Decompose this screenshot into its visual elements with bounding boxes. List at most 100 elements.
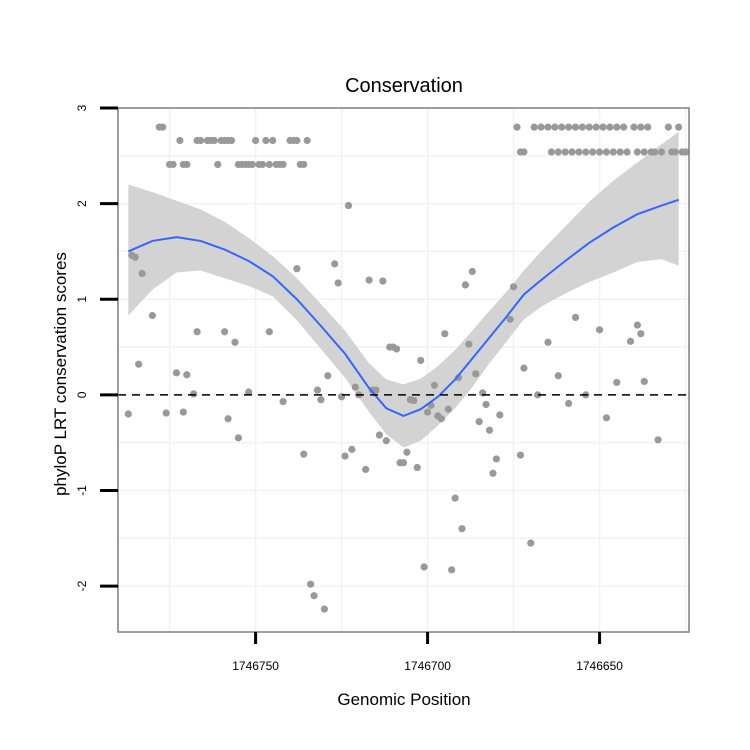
data-point — [468, 267, 476, 276]
data-point — [530, 123, 538, 131]
data-point — [675, 123, 683, 131]
x-tick-label: 1746650 — [576, 659, 623, 673]
data-point — [227, 136, 236, 145]
data-point — [231, 338, 239, 346]
data-point — [509, 283, 518, 291]
y-axis-title: phyloP LRT conservation scores — [51, 252, 70, 496]
data-point — [609, 148, 617, 156]
data-point — [568, 148, 576, 156]
data-point — [623, 148, 631, 156]
data-point — [334, 279, 342, 287]
data-point — [262, 136, 270, 145]
data-point — [351, 383, 359, 391]
data-point — [420, 563, 428, 571]
data-point — [341, 452, 349, 460]
data-point — [393, 345, 401, 353]
data-point — [520, 148, 528, 156]
y-axis-ticks: -2 -1 0 1 2 3 — [75, 104, 118, 591]
data-point — [293, 136, 301, 145]
data-point — [196, 136, 205, 145]
data-point — [633, 321, 642, 329]
data-point — [279, 397, 287, 406]
data-point — [441, 330, 449, 338]
data-point — [210, 136, 218, 145]
data-point — [458, 525, 466, 533]
data-point — [403, 448, 411, 456]
data-point — [589, 148, 597, 156]
data-point — [606, 123, 614, 131]
x-axis-title: Genomic Position — [337, 690, 470, 709]
data-point — [613, 378, 621, 387]
data-point — [193, 328, 201, 336]
data-point — [124, 410, 132, 418]
data-point — [654, 436, 662, 444]
data-point — [234, 434, 242, 442]
data-point — [637, 123, 645, 131]
data-point — [324, 372, 332, 380]
data-point — [575, 148, 583, 156]
data-point — [585, 123, 593, 131]
data-point — [485, 426, 494, 434]
data-point — [602, 148, 611, 156]
data-point — [183, 160, 191, 169]
data-point — [534, 391, 542, 399]
data-point — [613, 123, 621, 131]
y-tick-label: 1 — [75, 296, 89, 303]
data-point — [620, 123, 628, 131]
data-point — [561, 148, 569, 156]
data-point — [558, 123, 566, 131]
data-point — [444, 405, 452, 413]
data-point — [221, 328, 229, 336]
data-point — [681, 148, 690, 156]
data-point — [657, 148, 666, 156]
data-point — [616, 148, 624, 156]
points-layer — [124, 123, 690, 613]
data-point — [348, 445, 356, 453]
data-point — [565, 399, 573, 408]
data-point — [183, 371, 191, 379]
data-point — [448, 566, 456, 574]
data-point — [496, 411, 504, 419]
data-point — [293, 265, 301, 273]
data-point — [224, 415, 232, 423]
data-point — [344, 201, 353, 210]
data-point — [169, 160, 177, 169]
data-point — [640, 377, 648, 386]
data-point — [554, 372, 562, 380]
y-tick-label: 0 — [75, 391, 89, 398]
data-point — [430, 381, 439, 389]
data-point — [362, 465, 370, 474]
data-point — [578, 123, 586, 131]
data-point — [303, 136, 311, 145]
data-point — [544, 338, 552, 346]
y-tick-label: -1 — [75, 485, 89, 496]
data-point — [489, 469, 497, 477]
data-point — [423, 408, 432, 416]
data-point — [551, 123, 559, 131]
data-point — [506, 315, 514, 323]
data-point — [269, 136, 277, 145]
data-point — [454, 374, 463, 382]
y-tick-label: 3 — [75, 104, 89, 111]
data-point — [320, 605, 328, 613]
chart-title: Conservation — [345, 75, 463, 97]
data-point — [630, 123, 638, 131]
data-point — [599, 123, 607, 131]
y-tick-label: -2 — [75, 580, 89, 591]
data-point — [513, 123, 521, 131]
data-point — [148, 311, 156, 320]
data-point — [410, 396, 418, 405]
data-point — [307, 580, 315, 588]
confidence-band-layer — [128, 131, 679, 448]
data-point — [131, 253, 139, 261]
data-point — [372, 386, 380, 394]
data-point — [516, 451, 525, 459]
data-point — [214, 160, 222, 169]
data-point — [159, 123, 167, 131]
data-point — [375, 431, 384, 439]
data-point — [300, 160, 308, 169]
data-point — [313, 386, 322, 394]
grid — [118, 107, 689, 632]
x-axis-ticks: 1746750 1746700 1746650 — [232, 632, 623, 673]
